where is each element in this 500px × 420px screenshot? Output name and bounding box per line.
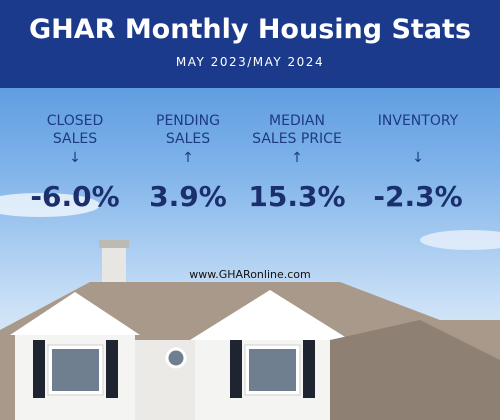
stat: INVENTORY ↓ -2.3%: [358, 112, 478, 213]
label-line: MEDIAN: [269, 113, 325, 129]
stat-label: PENDING SALES: [128, 112, 248, 148]
stat-label: CLOSED SALES: [15, 112, 135, 148]
stat-label: INVENTORY: [358, 112, 478, 148]
stat-value: 3.9%: [149, 180, 227, 213]
label-line: SALES: [52, 131, 98, 147]
trend-arrow: ↓: [412, 150, 424, 166]
trend-arrow: ↑: [182, 150, 194, 166]
stat-label: MEDIAN SALES PRICE: [237, 112, 357, 148]
label-line: CLOSED: [46, 113, 104, 129]
stat: PENDING SALES ↑ 3.9%: [128, 112, 248, 213]
stat: MEDIAN SALES PRICE ↑ 15.3%: [237, 112, 357, 213]
website: www.GHARonline.com: [189, 268, 311, 281]
subtitle: MAY 2023/MAY 2024: [175, 55, 325, 69]
stat-value: -6.0%: [30, 180, 120, 213]
stat: CLOSED SALES ↓ -6.0%: [15, 112, 135, 213]
label-line: PENDING: [156, 113, 220, 129]
label-line: INVENTORY: [377, 113, 459, 129]
label-line: SALES: [165, 131, 211, 147]
label-line: SALES PRICE: [252, 131, 342, 147]
trend-arrow: ↓: [69, 150, 81, 166]
stat-value: 15.3%: [248, 180, 346, 213]
stat-value: -2.3%: [373, 180, 463, 213]
title: GHAR Monthly Housing Stats: [28, 14, 472, 45]
header: GHAR Monthly Housing Stats MAY 2023/MAY …: [0, 0, 500, 88]
trend-arrow: ↑: [291, 150, 303, 166]
